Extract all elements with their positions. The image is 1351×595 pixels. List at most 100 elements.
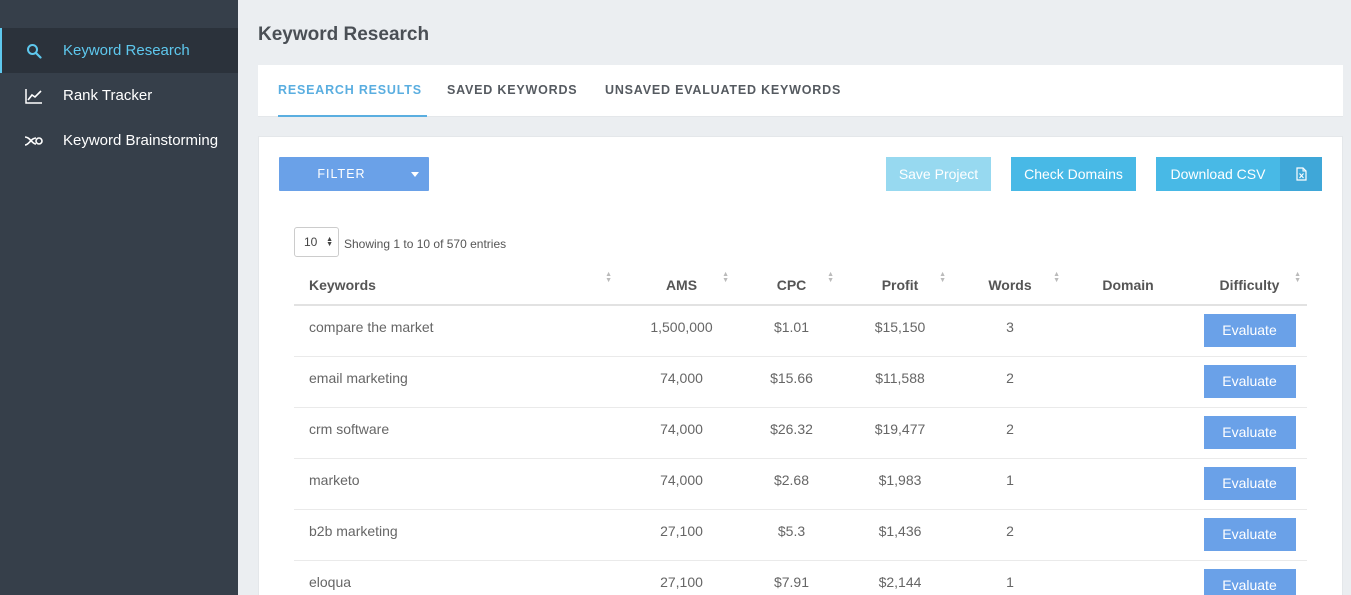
csv-file-button[interactable]: [1280, 157, 1322, 191]
table-row: b2b marketing 27,100 $5.3 $1,436 2 Evalu…: [294, 509, 1307, 561]
column-header-ams[interactable]: AMS ▲ ▼: [624, 265, 739, 306]
sort-icon: ▲ ▼: [1294, 271, 1301, 284]
sidebar-item-label: Rank Tracker: [63, 87, 153, 104]
page-title: Keyword Research: [258, 24, 430, 45]
sidebar: Keyword Research Rank Tracker Keyword Br…: [0, 0, 238, 595]
cell-words: 2: [956, 509, 1064, 561]
cell-keyword: b2b marketing: [294, 509, 624, 561]
cell-domain: [1064, 458, 1192, 510]
cell-profit: $15,150: [844, 305, 956, 357]
sort-icon: ▲ ▼: [722, 271, 729, 284]
cell-difficulty: Evaluate: [1192, 356, 1307, 408]
filter-button[interactable]: FILTER: [279, 157, 429, 191]
evaluate-button[interactable]: Evaluate: [1203, 415, 1296, 449]
column-header-label: AMS: [665, 276, 698, 293]
evaluate-button[interactable]: Evaluate: [1203, 517, 1296, 551]
page-length-value: 10: [304, 235, 318, 249]
cell-ams: 74,000: [624, 356, 739, 408]
cell-ams: 27,100: [624, 509, 739, 561]
cell-words: 3: [956, 305, 1064, 357]
results-card: FILTER Save Project Check Domains Downlo…: [258, 136, 1343, 595]
cell-ams: 1,500,000: [624, 305, 739, 357]
save-project-button[interactable]: Save Project: [886, 157, 991, 191]
column-header-label: Words: [988, 276, 1032, 293]
sidebar-item-keyword-research[interactable]: Keyword Research: [0, 28, 238, 73]
sort-icon: ▲ ▼: [1053, 271, 1060, 284]
column-header-label: Domain: [1102, 276, 1154, 293]
table-info: Showing 1 to 10 of 570 entries: [344, 237, 507, 251]
table-row: email marketing 74,000 $15.66 $11,588 2 …: [294, 356, 1307, 408]
column-header-label: Profit: [881, 276, 919, 293]
cell-cpc: $5.3: [739, 509, 844, 561]
cell-domain: [1064, 407, 1192, 459]
cell-ams: 74,000: [624, 407, 739, 459]
cell-difficulty: Evaluate: [1192, 407, 1307, 459]
cell-domain: [1064, 509, 1192, 561]
cell-cpc: $15.66: [739, 356, 844, 408]
chart-line-icon: [24, 86, 44, 106]
cell-keyword: crm software: [294, 407, 624, 459]
cell-keyword: email marketing: [294, 356, 624, 408]
cell-difficulty: Evaluate: [1192, 458, 1307, 510]
main-content: Keyword Research RESEARCH RESULTS SAVED …: [238, 0, 1351, 595]
cell-difficulty: Evaluate: [1192, 509, 1307, 561]
cell-domain: [1064, 305, 1192, 357]
cell-keyword: marketo: [294, 458, 624, 510]
sort-icon: ▲ ▼: [605, 271, 612, 284]
evaluate-button[interactable]: Evaluate: [1203, 314, 1296, 347]
search-icon: [24, 41, 44, 61]
tab-saved-keywords[interactable]: SAVED KEYWORDS: [447, 83, 578, 97]
column-header-cpc[interactable]: CPC ▲ ▼: [739, 265, 844, 306]
cell-words: 1: [956, 458, 1064, 510]
download-csv-button[interactable]: Download CSV: [1156, 157, 1280, 191]
cell-ams: 74,000: [624, 458, 739, 510]
page-length-select[interactable]: 10 ▲ ▼: [294, 227, 339, 257]
evaluate-button[interactable]: Evaluate: [1203, 466, 1296, 500]
keywords-table: Keywords ▲ ▼ AMS ▲ ▼ CPC ▲ ▼ Profit ▲ ▼ Words ▲ ▼ …: [294, 265, 1307, 595]
column-header-words[interactable]: Words ▲ ▼: [956, 265, 1064, 306]
cell-difficulty: Evaluate: [1192, 560, 1307, 595]
cell-profit: $1,436: [844, 509, 956, 561]
filter-label: FILTER: [317, 167, 366, 181]
column-header-profit[interactable]: Profit ▲ ▼: [844, 265, 956, 306]
cell-words: 1: [956, 560, 1064, 595]
evaluate-button[interactable]: Evaluate: [1203, 364, 1296, 398]
cell-keyword: compare the market: [294, 305, 624, 357]
check-domains-button[interactable]: Check Domains: [1011, 157, 1136, 191]
sidebar-item-rank-tracker[interactable]: Rank Tracker: [0, 73, 238, 118]
cell-domain: [1064, 356, 1192, 408]
column-header-keywords[interactable]: Keywords ▲ ▼: [294, 265, 624, 306]
tab-bar: RESEARCH RESULTS SAVED KEYWORDS UNSAVED …: [258, 65, 1343, 117]
csv-file-icon: [1295, 167, 1307, 181]
column-header-domain: Domain: [1064, 265, 1192, 306]
sort-icon: ▲ ▼: [939, 271, 946, 284]
cell-words: 2: [956, 407, 1064, 459]
sidebar-item-label: Keyword Research: [63, 42, 190, 59]
column-header-difficulty[interactable]: Difficulty ▲ ▼: [1192, 265, 1307, 306]
cell-cpc: $2.68: [739, 458, 844, 510]
tab-research-results[interactable]: RESEARCH RESULTS: [278, 65, 427, 117]
tab-unsaved-evaluated-keywords[interactable]: UNSAVED EVALUATED KEYWORDS: [605, 83, 842, 97]
cell-ams: 27,100: [624, 560, 739, 595]
cell-domain: [1064, 560, 1192, 595]
evaluate-button[interactable]: Evaluate: [1203, 568, 1296, 595]
cell-words: 2: [956, 356, 1064, 408]
column-header-label: Difficulty: [1219, 276, 1280, 293]
table-row: compare the market 1,500,000 $1.01 $15,1…: [294, 305, 1307, 357]
caret-down-icon: [411, 172, 419, 177]
cell-profit: $11,588: [844, 356, 956, 408]
cell-cpc: $7.91: [739, 560, 844, 595]
select-arrows-icon: ▲ ▼: [326, 236, 333, 248]
table-row: crm software 74,000 $26.32 $19,477 2 Eva…: [294, 407, 1307, 459]
cell-keyword: eloqua: [294, 560, 624, 595]
cell-cpc: $26.32: [739, 407, 844, 459]
cell-profit: $1,983: [844, 458, 956, 510]
table-row: marketo 74,000 $2.68 $1,983 1 Evaluate: [294, 458, 1307, 510]
cell-difficulty: Evaluate: [1192, 305, 1307, 357]
column-header-label: CPC: [776, 276, 807, 293]
cell-cpc: $1.01: [739, 305, 844, 357]
column-header-label: Keywords: [309, 276, 376, 293]
table-row: eloqua 27,100 $7.91 $2,144 1 Evaluate: [294, 560, 1307, 595]
sidebar-item-label: Keyword Brainstorming: [63, 132, 219, 149]
sidebar-item-keyword-brainstorming[interactable]: Keyword Brainstorming: [0, 118, 238, 163]
